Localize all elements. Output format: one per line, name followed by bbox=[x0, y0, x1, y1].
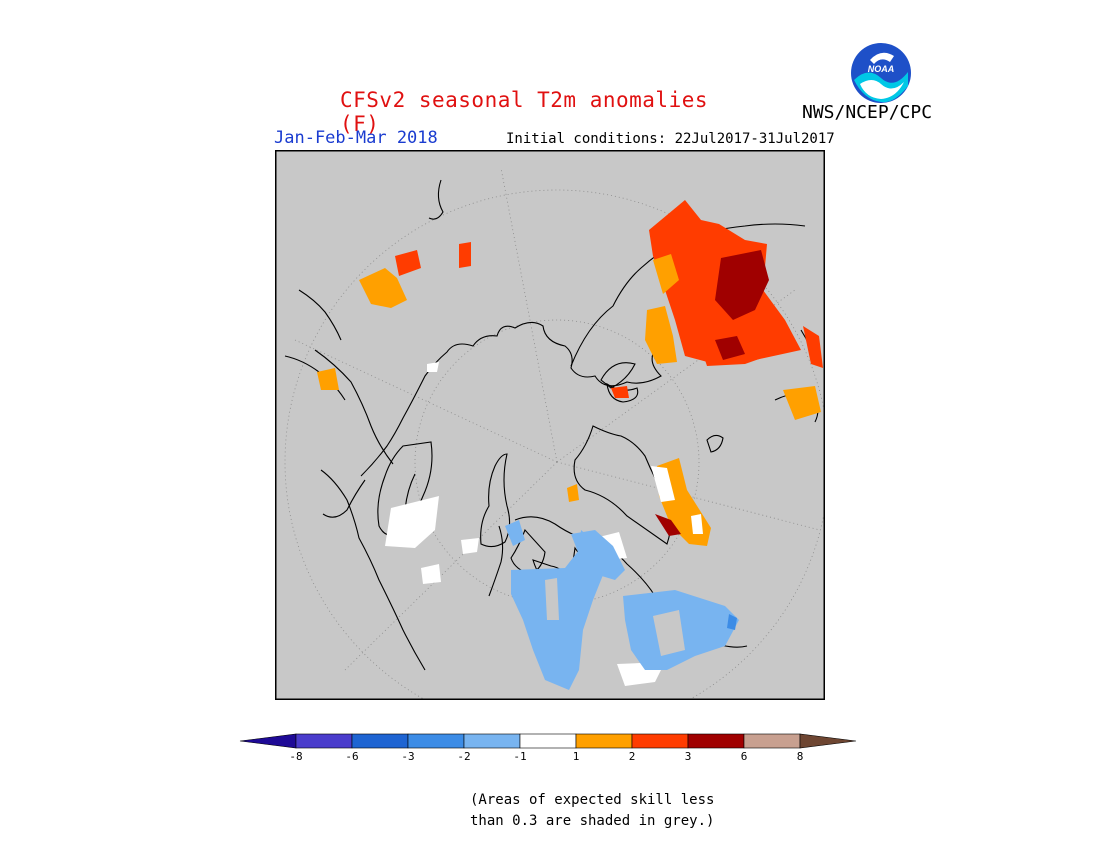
initial-conditions-label: Initial conditions: 22Jul2017-31Jul2017 bbox=[506, 131, 835, 147]
anomaly-negative bbox=[505, 520, 739, 690]
org-label: NWS/NCEP/CPC bbox=[802, 102, 933, 123]
colorbar-tick-label: -8 bbox=[289, 750, 302, 763]
colorbar-tick-label: 2 bbox=[629, 750, 636, 763]
colorbar-cell bbox=[295, 733, 353, 749]
anomaly-3-to-6-alaska bbox=[655, 514, 681, 536]
colorbar: -8 -6 -3 -2 -1 1 2 3 6 8 bbox=[239, 733, 857, 763]
colorbar-tick-label: 1 bbox=[573, 750, 580, 763]
anomaly-minus-2-to-3-east-edge bbox=[727, 614, 737, 630]
colorbar-cell bbox=[575, 733, 633, 749]
skill-note: (Areas of expected skill less than 0.3 a… bbox=[470, 792, 715, 829]
colorbar-tick-label: 8 bbox=[797, 750, 804, 763]
anomaly-2-to-3-greenland-east bbox=[459, 242, 471, 268]
colorbar-tick-label: -6 bbox=[345, 750, 358, 763]
colorbar-cell bbox=[351, 733, 409, 749]
anomaly-1-to-2-finland bbox=[653, 254, 679, 294]
anomaly-minus-1-to-2-strait bbox=[505, 520, 525, 546]
colorbar-cell bbox=[687, 733, 745, 749]
anomaly-1-to-2-iceland bbox=[317, 368, 339, 390]
anomaly-2-to-3-far-east bbox=[803, 326, 823, 368]
anomaly-1-to-2-north-atlantic bbox=[359, 268, 407, 308]
colorbar-extend-high bbox=[799, 733, 857, 749]
colorbar-tick-label: 3 bbox=[685, 750, 692, 763]
anomaly-2-to-3-north-atlantic bbox=[395, 250, 421, 276]
map-frame bbox=[275, 150, 825, 700]
anomaly-grey-within-negative-2 bbox=[545, 578, 559, 620]
polar-anomaly-map bbox=[275, 150, 825, 700]
anomaly-minus-1-to-2-arctic-islands bbox=[571, 530, 625, 580]
anomaly-1-to-2-scandinavia bbox=[645, 306, 677, 364]
anomaly-1-to-2-greenland-south bbox=[567, 484, 579, 502]
colorbar-extend-low bbox=[239, 733, 297, 749]
colorbar-cell bbox=[631, 733, 689, 749]
colorbar-cell bbox=[407, 733, 465, 749]
colorbar-cell bbox=[463, 733, 521, 749]
anomaly-grey-within-negative bbox=[653, 610, 685, 656]
colorbar-tick-label: -1 bbox=[513, 750, 526, 763]
anomaly-1-to-2-east-asia bbox=[783, 386, 821, 420]
colorbar-tick-label: -2 bbox=[457, 750, 470, 763]
anomaly-fills bbox=[317, 200, 823, 546]
anomaly-3-to-6-siberia bbox=[715, 250, 769, 320]
colorbar-cell bbox=[743, 733, 801, 749]
map-title: CFSv2 seasonal T2m anomalies (F) bbox=[340, 88, 709, 136]
noaa-logo: NOAA bbox=[851, 43, 911, 103]
anomaly-2-to-3-bering bbox=[611, 386, 629, 398]
season-label: Jan-Feb-Mar 2018 bbox=[274, 128, 438, 148]
noaa-logo-text: NOAA bbox=[868, 64, 895, 74]
colorbar-cell bbox=[519, 733, 577, 749]
anomaly-3-to-6-kola bbox=[715, 336, 745, 360]
colorbar-tick-label: -3 bbox=[401, 750, 414, 763]
colorbar-tick-label: 6 bbox=[741, 750, 748, 763]
